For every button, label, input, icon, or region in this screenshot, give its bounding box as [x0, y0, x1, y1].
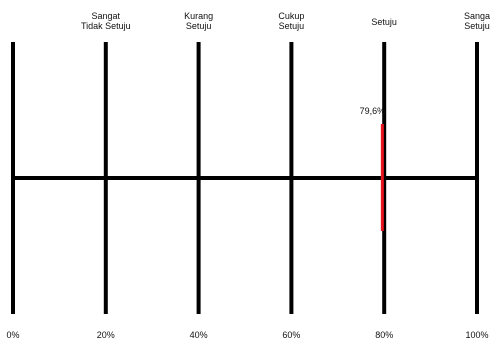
category-label-line: Tidak Setuju [81, 21, 131, 31]
category-label-line: Cukup [278, 11, 304, 21]
percent-tick-labels: 0% 20% 40% 60% 80% 100% [6, 330, 488, 340]
category-label-line: Setuju [371, 17, 397, 27]
result-marker: 79,6% [360, 106, 386, 231]
marker-label: 79,6% [360, 106, 386, 116]
tick-label: 0% [6, 330, 19, 340]
category-label-line: Sangat [92, 11, 121, 21]
tick-label: 80% [375, 330, 393, 340]
category-label: Setuju [371, 17, 397, 27]
category-label-line: Setuju [279, 21, 305, 31]
category-label-line: Kurang [184, 11, 213, 21]
tick-label: 60% [282, 330, 300, 340]
category-label-line: Setuju [186, 21, 212, 31]
tick-label: 100% [465, 330, 488, 340]
category-label-line: Sanga [464, 11, 490, 21]
tick-label: 20% [97, 330, 115, 340]
tick-label: 40% [190, 330, 208, 340]
category-label-line: Setuju [464, 21, 490, 31]
